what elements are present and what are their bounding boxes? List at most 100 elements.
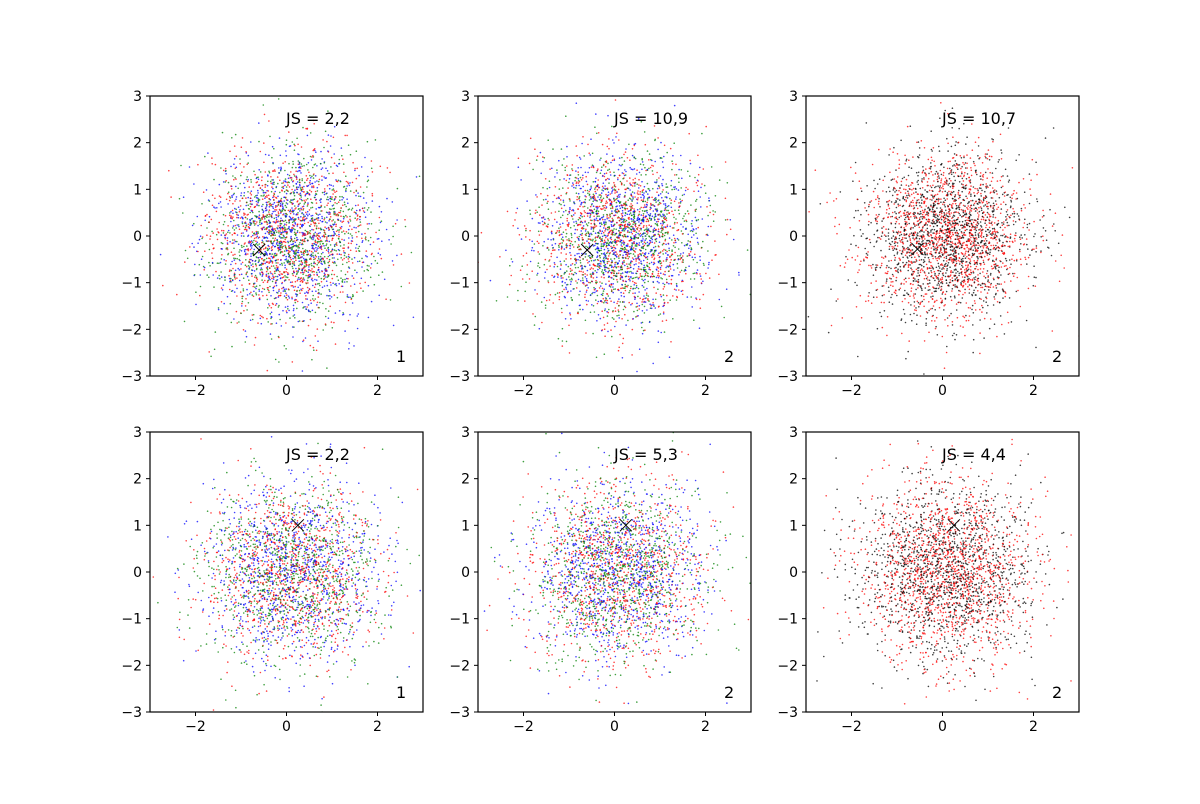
scatter-point-red (308, 290, 310, 292)
scatter-point-red (671, 210, 673, 212)
scatter-point-red (353, 192, 355, 194)
scatter-point-red (285, 271, 287, 273)
scatter-point-green (329, 218, 331, 220)
scatter-point-red (303, 250, 305, 252)
scatter-point-red (213, 248, 215, 250)
scatter-point-green (664, 331, 666, 333)
scatter-point-red (652, 174, 654, 176)
scatter-point-red (324, 278, 326, 280)
scatter-point-red (263, 282, 265, 284)
scatter-point-blue (578, 178, 580, 180)
scatter-point-green (295, 302, 297, 304)
scatter-point-green (298, 257, 300, 259)
scatter-point-blue (289, 297, 291, 299)
scatter-point-green (547, 139, 549, 141)
scatter-point-green (298, 208, 300, 210)
scatter-point-red (607, 258, 609, 260)
scatter-point-red (590, 268, 592, 270)
scatter-point-blue (252, 260, 254, 262)
scatter-point-red (688, 213, 690, 215)
scatter-point-green (701, 133, 703, 135)
scatter-point-red (274, 286, 276, 288)
scatter-point-red (348, 254, 350, 256)
scatter-point-red (371, 254, 373, 256)
scatter-point-red (331, 321, 333, 323)
scatter-point-blue (568, 222, 570, 224)
scatter-point-green (227, 232, 229, 234)
scatter-point-green (228, 191, 230, 193)
scatter-point-green (634, 288, 636, 290)
scatter-point-blue (262, 228, 264, 230)
scatter-point-blue (636, 287, 638, 289)
scatter-point-red (356, 291, 358, 293)
scatter-point-red (674, 174, 676, 176)
scatter-point-red (629, 182, 631, 184)
scatter-point-blue (330, 135, 332, 137)
scatter-point-blue (588, 300, 590, 302)
scatter-point-green (318, 258, 320, 260)
scatter-point-blue (607, 250, 609, 252)
scatter-point-blue (289, 211, 291, 213)
scatter-point-green (669, 299, 671, 301)
scatter-point-green (601, 253, 603, 255)
scatter-point-blue (676, 285, 678, 287)
scatter-point-red (329, 306, 331, 308)
scatter-point-red (587, 144, 589, 146)
scatter-point-blue (593, 212, 595, 214)
scatter-point-red (644, 241, 646, 243)
scatter-point-green (538, 206, 540, 208)
scatter-point-green (233, 248, 235, 250)
scatter-point-green (707, 215, 709, 217)
scatter-point-green (238, 259, 240, 261)
scatter-point-green (276, 231, 278, 233)
scatter-point-green (562, 164, 564, 166)
scatter-point-red (356, 168, 358, 170)
scatter-point-blue (378, 252, 380, 254)
scatter-point-blue (295, 183, 297, 185)
scatter-point-blue (255, 233, 257, 235)
scatter-point-blue (318, 269, 320, 271)
scatter-point-red (637, 197, 639, 199)
scatter-point-blue (619, 205, 621, 207)
scatter-point-blue (351, 275, 353, 277)
scatter-point-blue (356, 210, 358, 212)
scatter-point-blue (261, 267, 263, 269)
scatter-point-green (629, 198, 631, 200)
scatter-point-green (568, 238, 570, 240)
scatter-point-green (661, 216, 663, 218)
scatter-point-red (662, 189, 664, 191)
scatter-point-blue (349, 296, 351, 298)
scatter-point-green (301, 178, 303, 180)
scatter-point-red (310, 198, 312, 200)
scatter-point-green (236, 241, 238, 243)
scatter-point-green (367, 141, 369, 143)
scatter-point-red (582, 206, 584, 208)
scatter-point-red (601, 310, 603, 312)
scatter-point-red (336, 253, 338, 255)
scatter-point-green (299, 195, 301, 197)
scatter-point-blue (611, 224, 613, 226)
scatter-point-blue (209, 216, 211, 218)
scatter-point-red (610, 246, 612, 248)
scatter-point-green (563, 273, 565, 275)
scatter-point-red (592, 210, 594, 212)
scatter-point-red (331, 157, 333, 159)
scatter-point-blue (600, 285, 602, 287)
scatter-point-green (223, 232, 225, 234)
corner-label: 1 (396, 347, 406, 366)
scatter-point-blue (351, 240, 353, 242)
scatter-point-red (610, 300, 612, 302)
scatter-point-red (327, 185, 329, 187)
scatter-point-green (618, 311, 620, 313)
scatter-point-blue (540, 152, 542, 154)
scatter-point-blue (266, 237, 268, 239)
scatter-point-blue (328, 134, 330, 136)
scatter-point-blue (662, 283, 664, 285)
scatter-point-green (579, 260, 581, 262)
scatter-point-red (634, 196, 636, 198)
scatter-point-green (211, 231, 213, 233)
scatter-point-red (316, 235, 318, 237)
scatter-point-green (296, 290, 298, 292)
scatter-point-red (608, 312, 610, 314)
